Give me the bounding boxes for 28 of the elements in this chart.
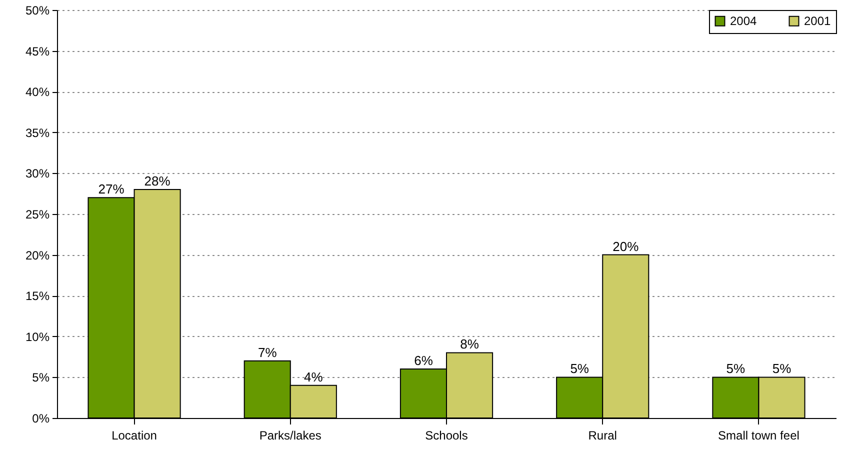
y-tick-label: 30% <box>25 166 50 181</box>
y-tick-label: 10% <box>25 330 50 344</box>
data-label: 4% <box>304 369 324 384</box>
y-tick-label: 40% <box>25 85 50 100</box>
data-label: 27% <box>98 182 125 197</box>
x-tick-label: Rural <box>588 428 617 442</box>
data-label: 28% <box>144 174 171 189</box>
x-tick-label: Location <box>112 428 157 442</box>
data-label: 7% <box>258 344 278 360</box>
y-tick-label: 50% <box>25 4 50 18</box>
data-label: 5% <box>772 361 792 376</box>
legend-label: 2004 <box>730 14 758 28</box>
data-label: 8% <box>460 336 480 352</box>
x-tick-label: Schools <box>425 428 468 442</box>
data-label: 5% <box>570 361 590 376</box>
data-label: 5% <box>726 361 746 376</box>
data-label: 6% <box>414 353 434 368</box>
x-tick-label: Parks/lakes <box>259 428 322 442</box>
y-tick-label: 25% <box>25 208 50 222</box>
y-tick-label: 15% <box>25 289 50 304</box>
y-tick-label: 45% <box>25 44 50 58</box>
y-tick-label: 5% <box>32 370 50 385</box>
y-tick-label: 20% <box>25 248 50 262</box>
x-tick-label: Small town feel <box>718 428 800 442</box>
y-tick-label: 35% <box>25 126 50 140</box>
legend-label: 2001 <box>804 14 832 28</box>
y-tick-label: 0% <box>32 412 50 426</box>
data-label: 20% <box>612 238 640 254</box>
